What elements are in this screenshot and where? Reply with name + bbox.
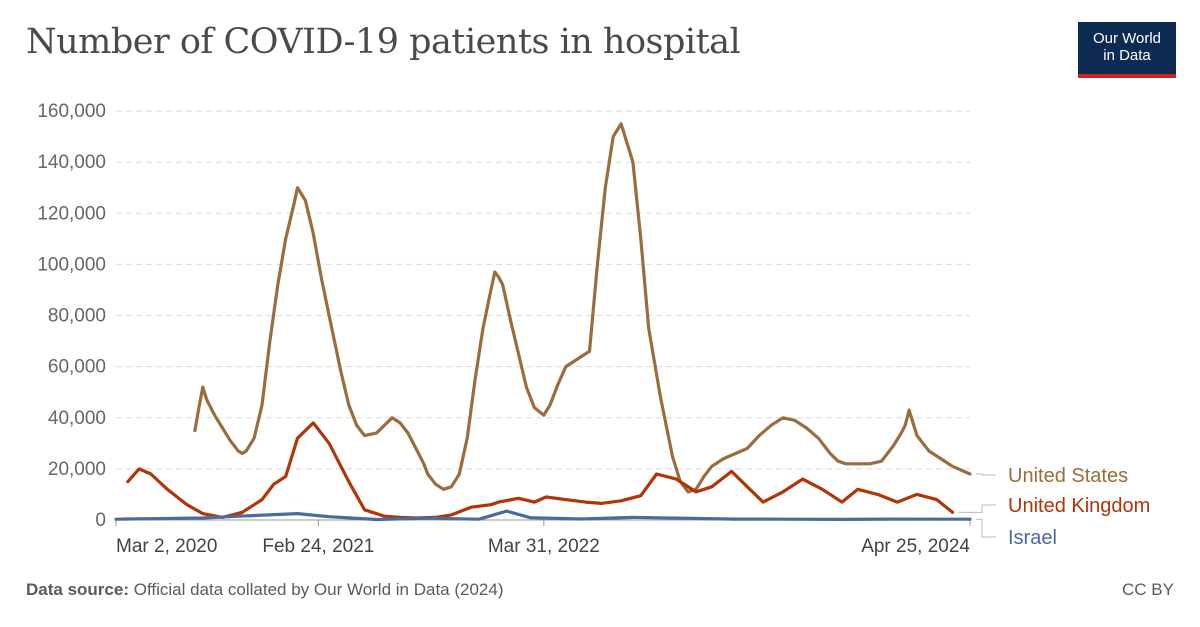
logo-accent-bar (1078, 74, 1176, 78)
data-source-text[interactable]: Official data collated by Our World in D… (133, 580, 504, 599)
legend-connector (958, 504, 996, 513)
y-tick-label: 120,000 (37, 203, 106, 224)
logo-line-1: Our World (1092, 30, 1162, 47)
y-tick-label: 160,000 (37, 101, 106, 122)
license-link[interactable]: CC BY (1122, 580, 1174, 599)
x-tick-label: Mar 2, 2020 (116, 536, 217, 557)
y-tick-label: 40,000 (48, 408, 106, 429)
legend-label[interactable]: United Kingdom (1008, 495, 1150, 517)
series-lines (114, 122, 972, 522)
data-source-note: Data source: Official data collated by O… (26, 580, 504, 600)
y-tick-label: 20,000 (48, 459, 106, 480)
y-tick-label: 80,000 (48, 306, 106, 327)
legend-label[interactable]: United States (1008, 465, 1128, 487)
legend-connector (976, 518, 996, 538)
y-tick-label: 0 (95, 510, 106, 531)
y-tick-label: 140,000 (37, 152, 106, 173)
y-tick-label: 100,000 (37, 254, 106, 275)
owid-logo[interactable]: Our World in Data (1078, 22, 1176, 78)
x-tick-labels: Mar 2, 2020 Feb 24, 2021 Mar 31, 2022 Apr 2… (115, 520, 971, 557)
series-line-united-states[interactable] (193, 122, 972, 494)
page-title: Number of COVID-19 patients in hospital (26, 22, 741, 62)
y-tick-labels: 0 20,000 40,000 60,000 80,000 100,000 120,000 1… (37, 101, 106, 531)
legend-connector (976, 473, 996, 476)
legend: United States United Kingdom Israel (958, 465, 1150, 549)
y-gridlines (116, 110, 970, 521)
series-line-israel[interactable] (114, 509, 972, 522)
series-line-united-kingdom[interactable] (126, 421, 955, 520)
y-tick-label: 60,000 (48, 357, 106, 378)
x-tick-label: Apr 25, 2024 (861, 536, 970, 557)
logo-line-2: in Data (1103, 47, 1151, 64)
x-tick-label: Feb 24, 2021 (262, 536, 374, 557)
legend-label[interactable]: Israel (1008, 527, 1057, 549)
x-tick-label: Mar 31, 2022 (488, 536, 600, 557)
data-source-label: Data source: (26, 580, 129, 599)
